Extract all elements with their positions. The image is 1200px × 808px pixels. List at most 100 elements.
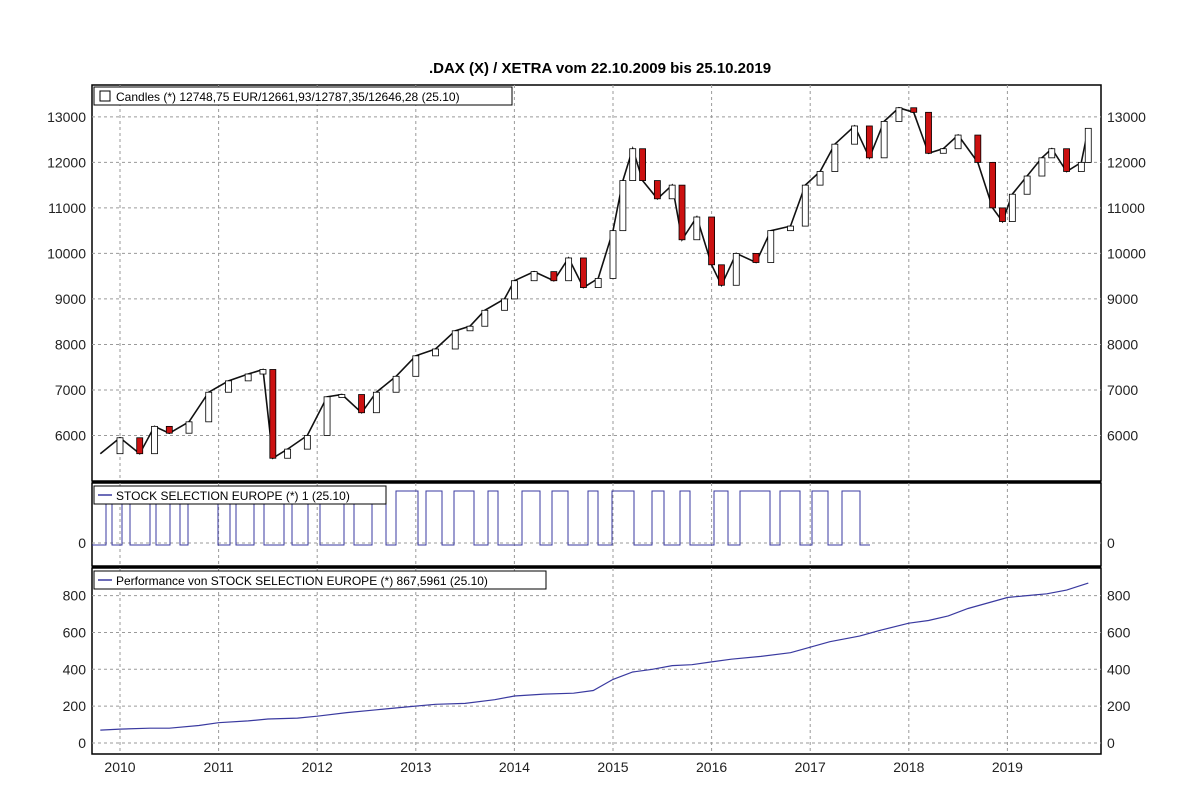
candle (259, 369, 267, 375)
candle (303, 435, 311, 450)
y-tick-label-right: 7000 (1107, 382, 1138, 398)
candle (939, 148, 947, 154)
candle (412, 355, 420, 377)
candle (801, 184, 809, 227)
y-tick-label-left: 6000 (55, 427, 86, 443)
y-tick-label-right: 6000 (1107, 427, 1138, 443)
signal-legend: STOCK SELECTION EUROPE (*) 1 (25.10) (93, 485, 387, 505)
y-tick-label-right: 400 (1107, 661, 1131, 677)
candle (910, 107, 918, 113)
candle (629, 148, 637, 181)
y-tick-label-right: 8000 (1107, 336, 1138, 352)
candle (225, 380, 232, 393)
ticks-layer: 2010 2011 2012 2013 2014 2015 2016 2017 2018 2019… (47, 109, 1146, 775)
x-tick-label: 2019 (992, 759, 1023, 775)
y-tick-label-left: 10000 (47, 245, 86, 261)
performance-legend: Performance von STOCK SELECTION EUROPE (… (93, 570, 547, 590)
price-legend-label: Candles (*) 12748,75 EUR/12661,93/12787,… (116, 90, 460, 104)
candle (693, 216, 701, 241)
candle (678, 184, 686, 241)
candle (432, 348, 439, 357)
y-tick-label-right: 9000 (1107, 291, 1138, 307)
candle (732, 253, 740, 286)
y-tick-label-right: 800 (1107, 588, 1131, 604)
y-tick-label-left: 13000 (47, 109, 86, 125)
candle (880, 121, 888, 159)
candle (466, 325, 474, 332)
candle (451, 330, 459, 350)
performance-series-line (100, 582, 1089, 731)
candle (974, 134, 982, 163)
y-tick-label-left: 0 (78, 735, 86, 751)
candle (550, 271, 558, 282)
y-tick-label-left: 9000 (55, 291, 86, 307)
candle (752, 253, 760, 263)
candle (269, 369, 277, 459)
candle (1063, 148, 1070, 172)
grid-layer (92, 85, 1101, 754)
y-tick-label-right: 13000 (1107, 109, 1146, 125)
x-tick-label: 2014 (499, 759, 530, 775)
candle-legend-icon (99, 90, 111, 102)
chart-title: .DAX (X) / XETRA vom 22.10.2009 bis 25.1… (428, 60, 772, 77)
signal-series-line (92, 490, 870, 546)
candle (244, 373, 252, 382)
y-tick-label-left: 8000 (55, 336, 86, 352)
candle (165, 425, 173, 434)
y-tick-label-left: 800 (63, 588, 87, 604)
candle (619, 180, 627, 232)
candle (580, 257, 587, 288)
candle (136, 437, 144, 455)
candle (392, 375, 400, 393)
y-tick-label-left: 7000 (55, 382, 86, 398)
candle (925, 111, 932, 154)
x-tick-label: 2015 (597, 759, 628, 775)
candle (895, 107, 903, 122)
candle (481, 309, 489, 327)
y-tick-label-left: 200 (63, 698, 87, 714)
candle (708, 216, 715, 266)
candle (1008, 193, 1016, 222)
x-tick-label: 2018 (893, 759, 924, 775)
y-tick-label-left: 0 (78, 535, 86, 551)
candle (358, 394, 365, 414)
y-tick-label-right: 12000 (1107, 154, 1146, 170)
candle (338, 394, 346, 398)
y-tick-label-left: 600 (63, 624, 87, 640)
candle (185, 421, 193, 434)
candle (323, 396, 331, 436)
price-legend: Candles (*) 12748,75 EUR/12661,93/12787,… (93, 86, 513, 106)
series-layer (92, 106, 1092, 731)
candle (639, 148, 646, 181)
x-tick-label: 2016 (696, 759, 727, 775)
y-tick-label-right: 0 (1107, 735, 1115, 751)
candle (501, 298, 508, 311)
candle (372, 391, 380, 414)
candle (1084, 127, 1092, 163)
candle (718, 264, 725, 286)
candle (1023, 175, 1031, 195)
y-tick-label-left: 400 (63, 661, 87, 677)
candle (668, 184, 676, 200)
candle (594, 278, 602, 288)
x-tick-label: 2012 (302, 759, 333, 775)
candle (831, 143, 839, 172)
candle (1038, 157, 1046, 177)
candle (787, 225, 794, 232)
x-tick-label: 2010 (104, 759, 135, 775)
y-tick-label-right: 0 (1107, 535, 1115, 551)
candle (530, 271, 538, 282)
y-tick-label-right: 11000 (1107, 200, 1145, 216)
candle (851, 125, 858, 145)
y-tick-label-left: 11000 (48, 200, 86, 216)
candle (653, 180, 661, 200)
y-tick-label-left: 12000 (47, 154, 86, 170)
y-tick-label-right: 600 (1107, 624, 1131, 640)
x-tick-label: 2017 (795, 759, 826, 775)
signal-legend-label: STOCK SELECTION EUROPE (*) 1 (25.10) (116, 489, 350, 503)
candle (1048, 148, 1056, 159)
candle (767, 230, 775, 263)
candle (284, 448, 292, 459)
candle (609, 230, 617, 279)
